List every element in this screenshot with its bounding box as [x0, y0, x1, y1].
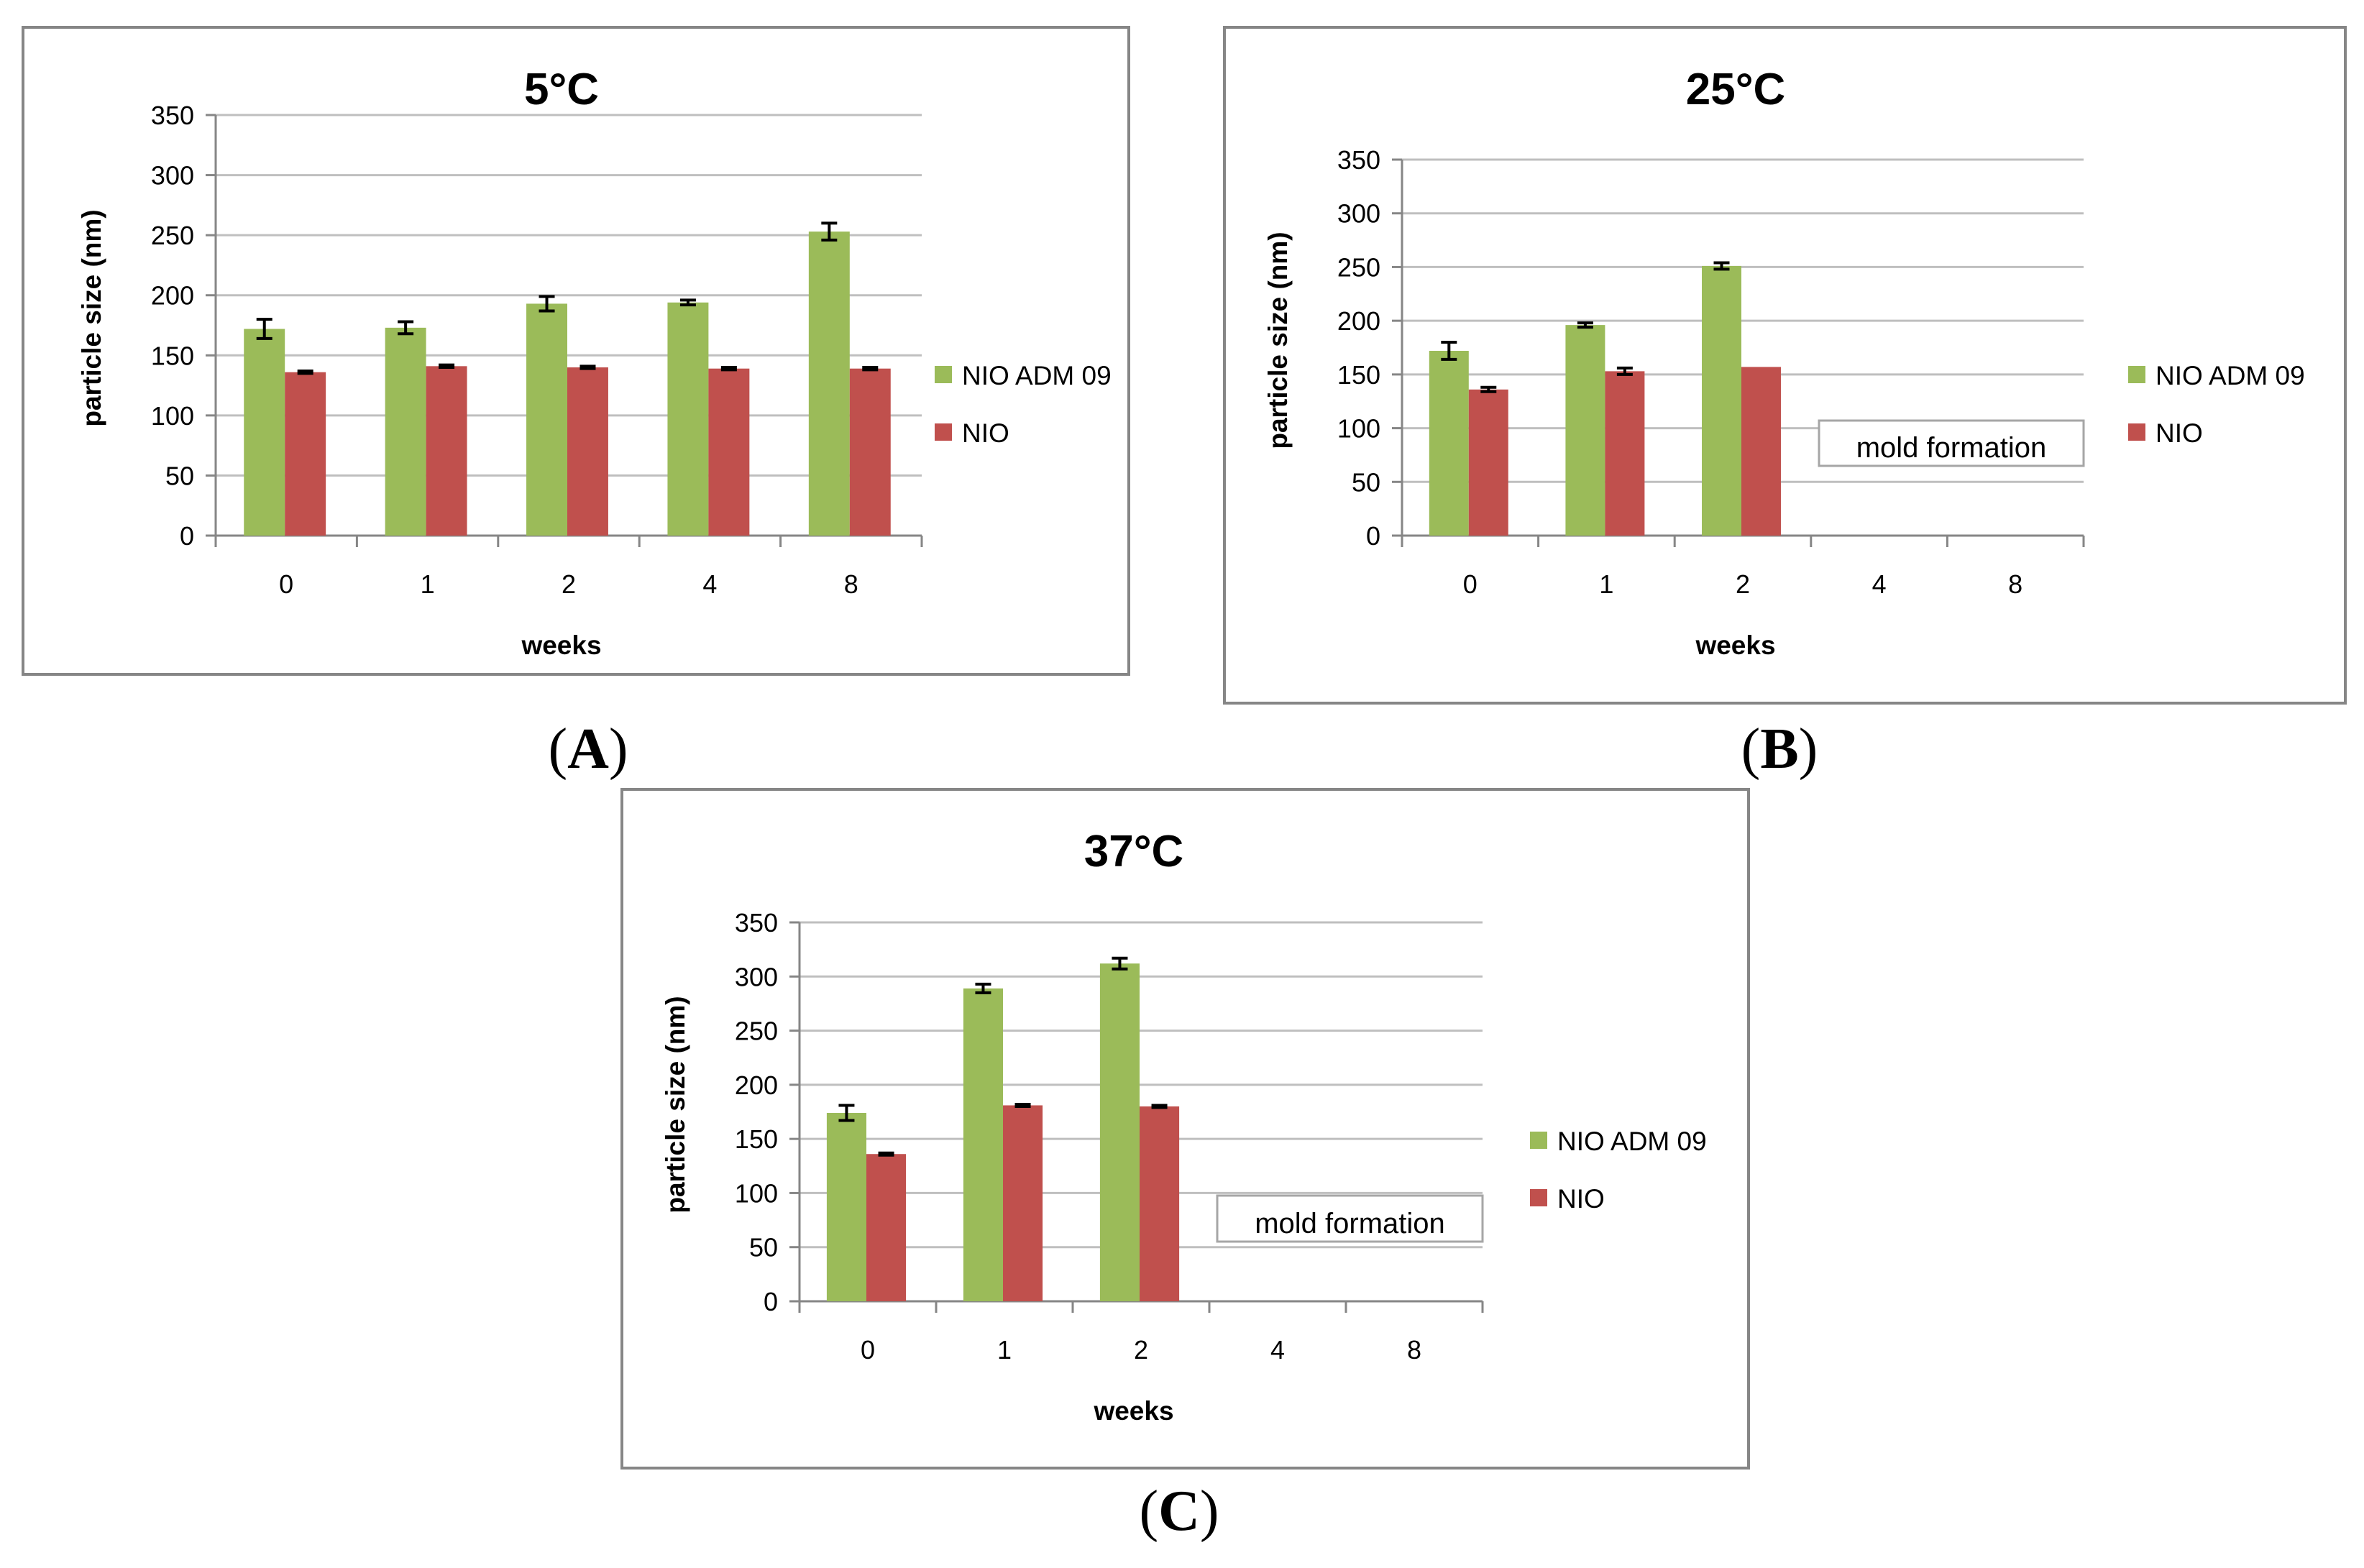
chart-frame [1223, 26, 2347, 705]
legend-swatch-nio-adm-09 [935, 366, 952, 383]
bar-nio [1605, 371, 1645, 536]
legend-label-nio-adm-09: NIO ADM 09 [2155, 361, 2305, 390]
bar-nio-adm-09 [1429, 350, 1469, 536]
y-tick-label: 100 [151, 401, 194, 431]
bar-nio [866, 1154, 907, 1301]
annotation-mold-formation: mold formation [1856, 432, 2047, 464]
chart-frame [22, 26, 1130, 676]
panel-label-a: (A) [548, 717, 628, 781]
legend-label-nio: NIO [2155, 418, 2203, 448]
bar-nio-adm-09 [1702, 265, 1741, 536]
x-tick-label: 0 [279, 569, 293, 599]
y-tick-label: 150 [151, 341, 194, 370]
chart-5c: 5°C 0 50 100 150 200 250 300 350 0 1 2 4 8 weeks partic… [22, 26, 1130, 676]
x-tick-label: 2 [1134, 1335, 1148, 1365]
x-axis-title: weeks [521, 631, 601, 660]
legend-swatch-nio-adm-09 [2128, 366, 2145, 383]
bar-nio-adm-09 [963, 988, 1003, 1301]
y-tick-label: 350 [1337, 145, 1380, 175]
x-tick-label: 8 [1407, 1335, 1421, 1365]
legend-swatch-nio [1530, 1189, 1547, 1206]
y-tick-label: 150 [735, 1124, 778, 1154]
bar-nio [1003, 1105, 1043, 1301]
y-tick-label: 50 [749, 1233, 778, 1262]
y-axis-title: particle size (nm) [661, 996, 690, 1213]
y-tick-label: 300 [735, 962, 778, 991]
x-tick-label: 8 [844, 569, 858, 599]
y-tick-label: 200 [735, 1070, 778, 1100]
y-tick-label: 100 [735, 1178, 778, 1208]
y-tick-label: 300 [1337, 199, 1380, 229]
x-tick-label: 1 [997, 1335, 1012, 1365]
bar-nio [708, 368, 750, 536]
legend-label-nio: NIO [962, 418, 1009, 448]
y-tick-label: 50 [165, 461, 194, 490]
y-tick-label: 100 [1337, 414, 1380, 444]
x-tick-label: 8 [2008, 569, 2022, 599]
x-axis-title: weeks [1695, 631, 1775, 660]
y-tick-label: 250 [735, 1017, 778, 1046]
legend-swatch-nio [935, 423, 952, 441]
x-tick-label: 1 [421, 569, 435, 599]
y-tick-label: 0 [1366, 521, 1380, 551]
legend-swatch-nio [2128, 423, 2145, 441]
bar-nio-adm-09 [1099, 963, 1140, 1301]
bar-nio [426, 366, 467, 536]
bar-nio-adm-09 [667, 302, 709, 536]
legend-swatch-nio-adm-09 [1530, 1132, 1547, 1149]
bar-nio-adm-09 [526, 303, 567, 536]
y-axis-title: particle size (nm) [1263, 231, 1293, 449]
x-tick-label: 4 [1872, 569, 1887, 599]
x-tick-label: 4 [1270, 1335, 1285, 1365]
x-tick-label: 2 [1736, 569, 1750, 599]
y-tick-label: 0 [764, 1287, 778, 1316]
x-tick-label: 0 [861, 1335, 875, 1365]
bar-nio [849, 368, 891, 536]
bar-nio [567, 367, 608, 536]
panel-label-b: (B) [1741, 717, 1818, 781]
bar-nio-adm-09 [244, 329, 285, 536]
legend-label-nio-adm-09: NIO ADM 09 [1557, 1127, 1707, 1156]
annotation-mold-formation: mold formation [1255, 1208, 1445, 1239]
y-tick-label: 250 [1337, 252, 1380, 282]
x-tick-label: 2 [562, 569, 576, 599]
y-tick-label: 350 [735, 908, 778, 937]
chart-37c: 37°C 0 50 100 150 200 250 300 350 0 1 2 4 8 weeks parti… [620, 788, 1750, 1470]
bar-nio-adm-09 [385, 327, 426, 536]
y-tick-label: 250 [151, 221, 194, 250]
y-tick-label: 200 [151, 281, 194, 311]
chart-25c: 25°C 0 50 100 150 200 250 300 350 0 1 2 4 8 weeks parti… [1223, 26, 2347, 705]
bar-nio [1140, 1106, 1180, 1301]
y-tick-label: 50 [1352, 467, 1380, 497]
bar-nio [1468, 389, 1508, 536]
y-tick-label: 0 [180, 521, 194, 551]
chart-title: 37°C [1084, 827, 1184, 876]
bar-nio-adm-09 [826, 1113, 866, 1301]
bar-nio [1741, 367, 1781, 536]
annotation-box [1818, 419, 2085, 467]
chart-title: 25°C [1686, 65, 1786, 114]
x-tick-label: 4 [702, 569, 717, 599]
bar-nio-adm-09 [808, 231, 850, 536]
bar-nio [285, 372, 326, 536]
legend-label-nio-adm-09: NIO ADM 09 [962, 361, 1112, 390]
panel-label-c: (C) [1139, 1480, 1219, 1543]
x-axis-title: weeks [1093, 1396, 1173, 1426]
y-tick-label: 300 [151, 161, 194, 191]
chart-title: 5°C [524, 65, 599, 114]
chart-frame [620, 788, 1750, 1470]
legend-label-nio: NIO [1557, 1184, 1605, 1214]
bar-nio-adm-09 [1565, 325, 1605, 536]
y-tick-label: 200 [1337, 306, 1380, 336]
annotation-box [1216, 1194, 1484, 1243]
x-tick-label: 0 [1463, 569, 1478, 599]
y-tick-label: 350 [151, 101, 194, 130]
y-tick-label: 150 [1337, 360, 1380, 390]
y-axis-title: particle size (nm) [77, 209, 106, 426]
x-tick-label: 1 [1599, 569, 1613, 599]
